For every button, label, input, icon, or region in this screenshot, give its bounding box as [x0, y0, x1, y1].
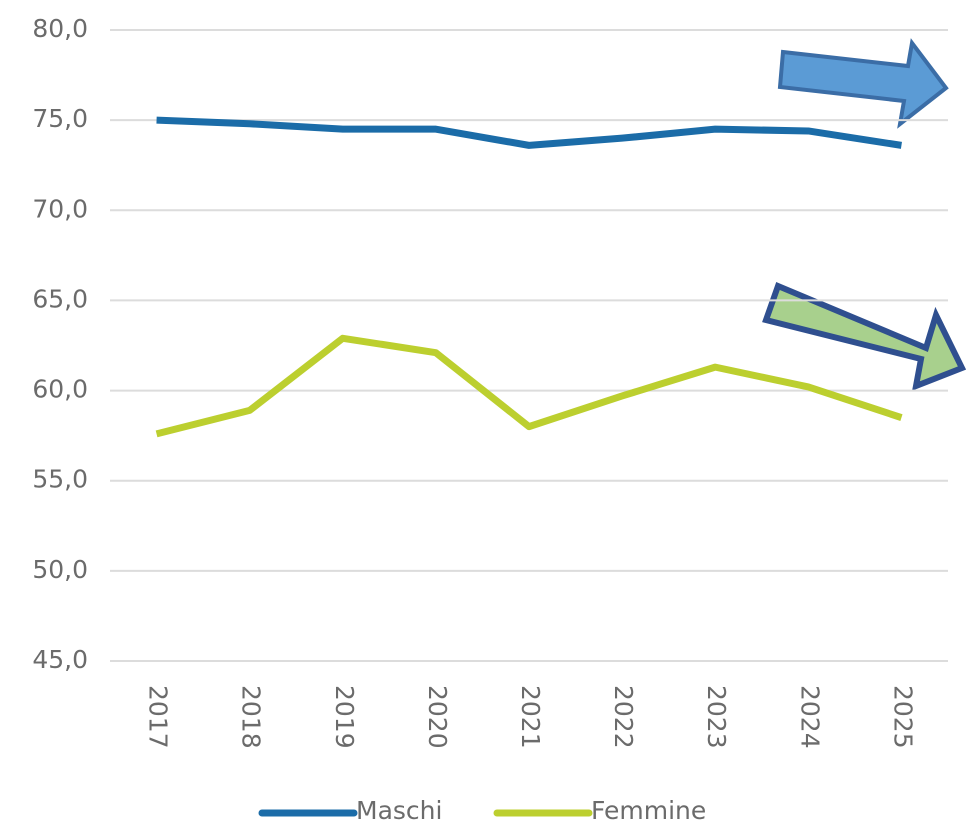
y-tick-label: 55,0 — [32, 465, 88, 494]
series-line — [155, 334, 903, 438]
trend-arrow-down — [762, 282, 966, 391]
y-tick-label: 80,0 — [32, 14, 88, 43]
legend-label: Femmine — [591, 796, 706, 825]
plot: 45,0 50,0 55,0 60,0 65,0 70,0 75,0 80,0 2017 2018… — [32, 14, 948, 825]
x-tick-label: 2020 — [423, 685, 452, 749]
x-tick-label: 2021 — [516, 685, 545, 749]
x-tick-label: 2019 — [330, 685, 359, 749]
series-line — [156, 116, 902, 149]
x-tick-label: 2018 — [237, 685, 266, 749]
legend-label: Maschi — [356, 796, 442, 825]
x-tick-label: 2023 — [702, 685, 731, 749]
x-tick-label: 2022 — [609, 685, 638, 749]
x-tick-label: 2017 — [144, 685, 173, 749]
x-tick-label: 2024 — [795, 685, 824, 749]
y-tick-label: 70,0 — [32, 194, 88, 223]
y-tick-label: 50,0 — [32, 555, 88, 584]
trend-arrow-up — [777, 38, 949, 129]
x-tick-label: 2025 — [888, 685, 917, 749]
y-tick-label: 45,0 — [32, 645, 88, 674]
y-tick-label: 60,0 — [32, 375, 88, 404]
y-tick-label: 65,0 — [32, 284, 88, 313]
y-tick-label: 75,0 — [32, 104, 88, 133]
